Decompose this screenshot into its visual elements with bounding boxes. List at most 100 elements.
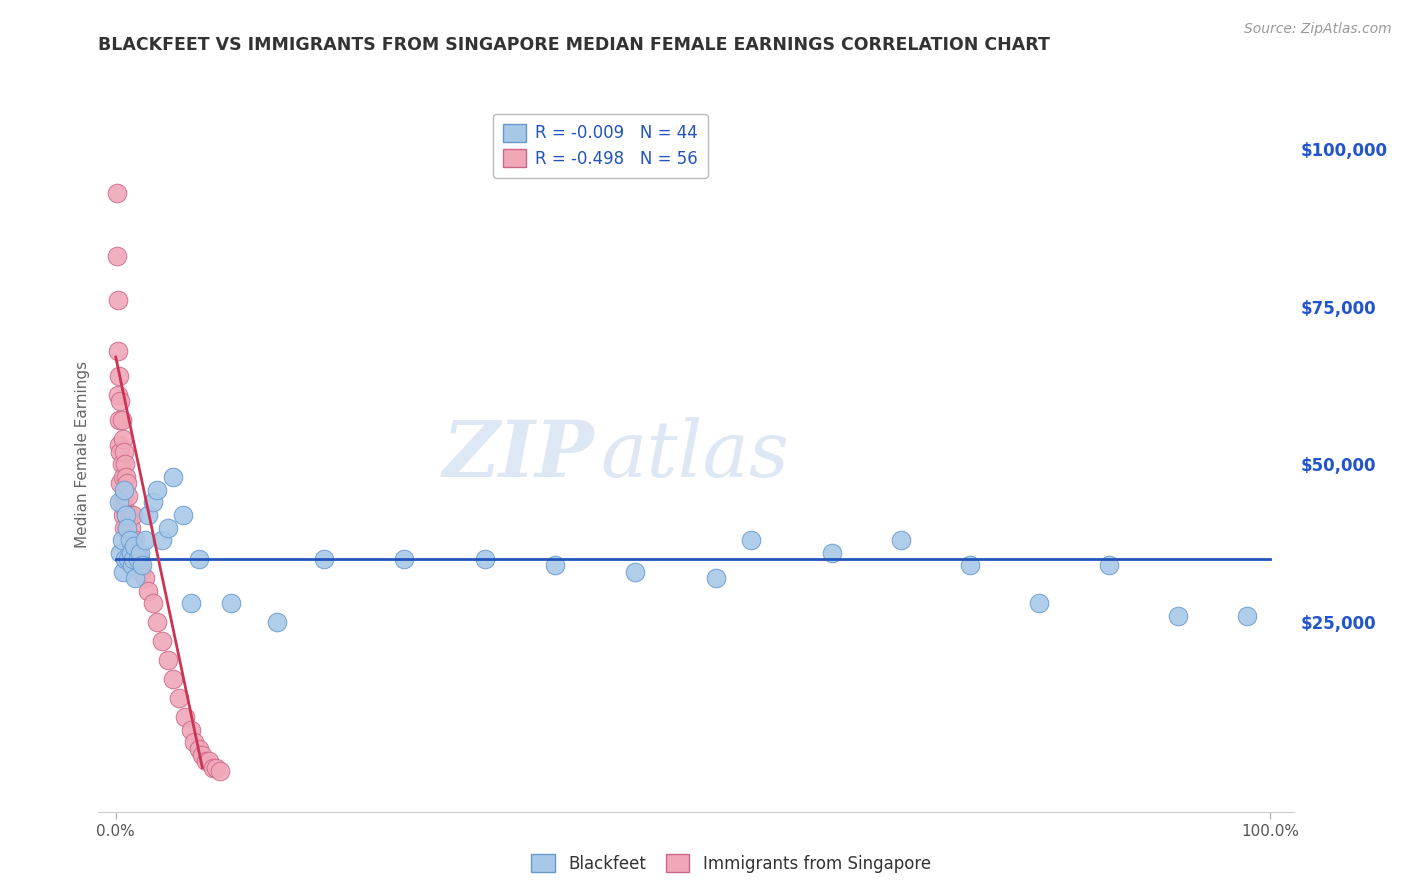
Point	[110, 476, 132, 491]
Point	[208, 764, 231, 778]
Point	[219, 596, 242, 610]
Point	[129, 565, 152, 579]
Point	[180, 723, 202, 737]
Point	[162, 672, 184, 686]
Point	[1098, 558, 1121, 573]
Point	[124, 533, 146, 548]
Text: atlas: atlas	[600, 417, 789, 493]
Point	[205, 760, 228, 774]
Point	[156, 653, 179, 667]
Point	[110, 394, 132, 409]
Point	[117, 489, 139, 503]
Point	[122, 540, 145, 554]
Point	[150, 533, 173, 548]
Y-axis label: Median Female Earnings: Median Female Earnings	[75, 361, 90, 549]
Point	[959, 558, 981, 573]
Point	[121, 533, 143, 548]
Point	[704, 571, 727, 585]
Point	[194, 754, 217, 768]
Point	[115, 508, 138, 522]
Point	[162, 470, 184, 484]
Point	[820, 546, 842, 560]
Point	[127, 546, 149, 560]
Point	[128, 558, 150, 573]
Point	[118, 508, 141, 522]
Point	[127, 552, 149, 566]
Point	[146, 483, 169, 497]
Point	[117, 552, 139, 566]
Point	[105, 186, 128, 200]
Point	[156, 520, 179, 534]
Point	[174, 710, 197, 724]
Point	[1236, 609, 1258, 624]
Point	[117, 520, 139, 534]
Point	[183, 735, 205, 749]
Point	[125, 552, 148, 566]
Point	[108, 413, 131, 427]
Point	[111, 508, 134, 522]
Point	[111, 432, 134, 446]
Point	[201, 760, 224, 774]
Legend: Blackfeet, Immigrants from Singapore: Blackfeet, Immigrants from Singapore	[524, 847, 938, 880]
Point	[146, 615, 169, 630]
Point	[312, 552, 335, 566]
Point	[110, 533, 132, 548]
Point	[134, 571, 156, 585]
Point	[115, 508, 138, 522]
Point	[110, 413, 132, 427]
Point	[105, 249, 128, 263]
Point	[107, 388, 129, 402]
Point	[1167, 609, 1189, 624]
Point	[122, 508, 145, 522]
Point	[122, 546, 145, 560]
Point	[134, 533, 156, 548]
Point	[107, 343, 129, 358]
Point	[129, 546, 152, 560]
Point	[191, 747, 214, 762]
Point	[117, 520, 139, 534]
Point	[187, 552, 209, 566]
Point	[187, 741, 209, 756]
Point	[114, 458, 136, 472]
Point	[172, 508, 194, 522]
Text: Source: ZipAtlas.com: Source: ZipAtlas.com	[1244, 22, 1392, 37]
Point	[120, 546, 142, 560]
Point	[129, 552, 152, 566]
Legend: R = -0.009   N = 44, R = -0.498   N = 56: R = -0.009 N = 44, R = -0.498 N = 56	[494, 113, 707, 178]
Point	[114, 552, 136, 566]
Point	[474, 552, 496, 566]
Point	[118, 533, 141, 548]
Point	[117, 476, 139, 491]
Point	[1028, 596, 1050, 610]
Point	[136, 583, 159, 598]
Point	[890, 533, 912, 548]
Point	[112, 483, 135, 497]
Point	[110, 458, 132, 472]
Point	[740, 533, 762, 548]
Point	[124, 571, 146, 585]
Point	[198, 754, 221, 768]
Point	[107, 293, 129, 308]
Point	[115, 470, 138, 484]
Point	[108, 438, 131, 452]
Point	[150, 634, 173, 648]
Point	[121, 558, 143, 573]
Point	[142, 596, 165, 610]
Point	[112, 489, 135, 503]
Point	[108, 369, 131, 384]
Point	[112, 520, 135, 534]
Point	[142, 495, 165, 509]
Point	[110, 546, 132, 560]
Point	[110, 444, 132, 458]
Text: ZIP: ZIP	[443, 417, 595, 493]
Point	[111, 565, 134, 579]
Point	[111, 470, 134, 484]
Point	[136, 508, 159, 522]
Point	[108, 495, 131, 509]
Point	[110, 495, 132, 509]
Point	[543, 558, 565, 573]
Point	[112, 444, 135, 458]
Point	[266, 615, 288, 630]
Point	[131, 558, 153, 573]
Point	[122, 552, 145, 566]
